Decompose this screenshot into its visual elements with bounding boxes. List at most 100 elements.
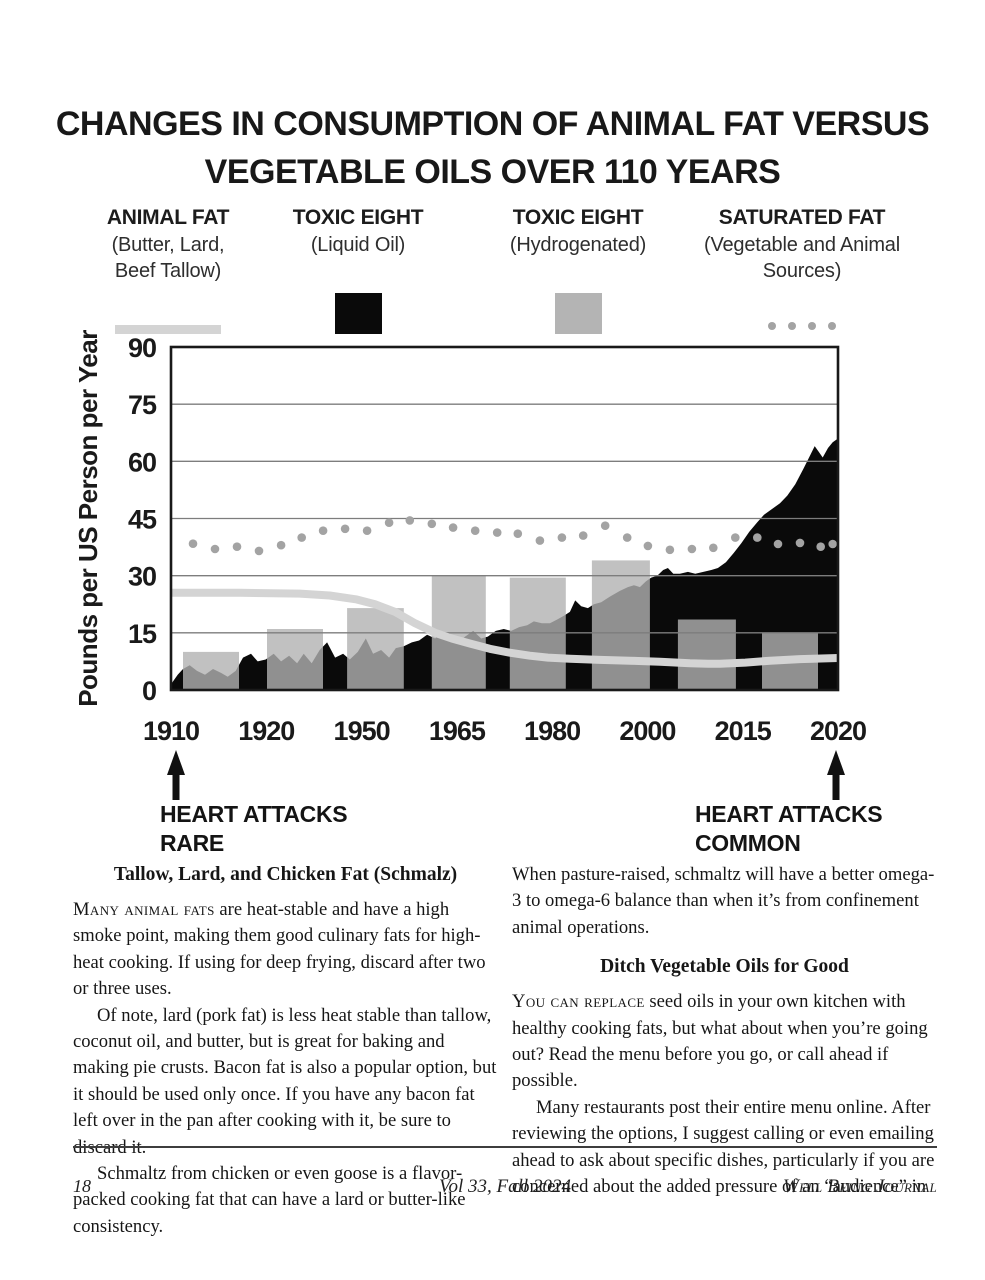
chart-title-line1: CHANGES IN CONSUMPTION OF ANIMAL FAT VER… — [55, 105, 930, 143]
saturated-fat-dot — [557, 533, 567, 542]
plot-frame — [169, 345, 840, 692]
up-arrow-icon — [167, 750, 185, 775]
legend-title: ANIMAL FAT — [106, 206, 230, 229]
legend-subtitle: (Hydrogenated) — [509, 234, 647, 256]
saturated-fat-dot — [276, 540, 286, 550]
dot-icon — [788, 322, 796, 330]
consumption-chart: 0 15 30 45 60 75 90 Pounds per US Person per Ye… — [73, 330, 867, 800]
saturated-fat-dot — [340, 524, 350, 534]
y-tick-label: 60 — [128, 447, 156, 477]
y-tick-label: 90 — [128, 333, 156, 363]
x-tick-label: 1980 — [524, 716, 580, 746]
saturated-fat-dot — [470, 526, 480, 535]
paragraph: Schmaltz from chicken or even goose is a… — [73, 1163, 466, 1237]
section-heading-ditch-oils: Ditch Vegetable Oils for Good — [600, 956, 849, 978]
saturated-dots-swatch — [768, 322, 836, 334]
footer-rule — [73, 1146, 937, 1148]
saturated-fat-dot — [384, 518, 394, 527]
saturated-fat-dot — [210, 544, 220, 554]
hydrogenated-bar — [591, 560, 650, 690]
legend-item-toxic-eight-hydrogenated: TOXIC EIGHT (Hydrogenated) — [466, 204, 690, 334]
saturated-fat-dot — [448, 523, 458, 532]
saturated-fat-dot — [643, 541, 653, 551]
section-heading-tallow-lard: Tallow, Lard, and Chicken Fat (Schmalz) — [113, 864, 458, 885]
footer-volume: Vol 33, Fall 2024 — [439, 1176, 571, 1197]
y-tick-label: 45 — [128, 505, 157, 535]
y-tick-label: 15 — [128, 619, 157, 649]
saturated-fat-dot — [828, 539, 837, 549]
saturated-fat-dot — [297, 533, 307, 542]
saturated-fat-dot — [600, 521, 610, 530]
saturated-fat-dot — [232, 542, 242, 551]
dot-icon — [768, 322, 776, 330]
footer-journal-name: Well Being Journal — [782, 1176, 937, 1197]
animal-fat-line-swatch — [115, 325, 221, 334]
legend-item-animal-fat: ANIMAL FAT (Butter, Lard, Beef Tallow) — [68, 204, 268, 334]
legend-item-toxic-eight-liquid: TOXIC EIGHT (Liquid Oil) — [258, 204, 458, 334]
legend-item-saturated-fat: SATURATED FAT (Vegetable and Animal Sour… — [680, 204, 924, 334]
saturated-fat-dot — [362, 526, 372, 535]
saturated-fat-dot — [405, 516, 415, 525]
legend-title: SATURATED FAT — [718, 206, 886, 229]
article-column-right: When pasture-raised, schmaltz will have … — [512, 862, 937, 1200]
saturated-fat-dot — [492, 528, 502, 537]
liquid-oil-square-swatch — [334, 293, 382, 334]
hydrogenated-bar — [509, 577, 566, 690]
chart-title: CHANGES IN CONSUMPTION OF ANIMAL FAT VER… — [0, 100, 985, 196]
saturated-fat-dot — [753, 533, 762, 542]
x-tick-label: 1950 — [334, 716, 390, 746]
hydrogenated-square-swatch — [554, 293, 602, 334]
hydrogenated-bar — [183, 651, 239, 690]
paragraph: Many animal fats are heat-stable and hav… — [73, 897, 498, 1003]
paragraph: Many restaurants post their entire menu … — [512, 1096, 935, 1198]
page-number: 18 — [73, 1176, 91, 1196]
saturated-fat-dot — [535, 536, 545, 545]
chart-title-line2: VEGETABLE OILS OVER 110 YEARS — [204, 153, 781, 191]
saturated-fat-dot — [731, 533, 740, 542]
legend-title: TOXIC EIGHT — [292, 206, 424, 229]
legend-subtitle: (Vegetable and Animal Sources) — [704, 234, 900, 282]
x-tick-label: 2020 — [810, 716, 866, 746]
animal-fat-line — [171, 588, 839, 668]
paragraph: When pasture-raised, schmaltz will have … — [512, 864, 935, 938]
lead-in-small-caps: Many animal fats — [73, 899, 215, 920]
chart-legend: ANIMAL FAT (Butter, Lard, Beef Tallow) T… — [0, 204, 985, 339]
annotation-heart-attacks-rare: HEART ATTACKS RARE — [160, 801, 348, 856]
saturated-fat-dot — [622, 533, 632, 542]
x-tick-label: 2015 — [715, 716, 772, 746]
y-tick-label: 30 — [128, 562, 156, 592]
annotation-heart-attacks-common: HEART ATTACKS COMMON — [695, 801, 883, 856]
dot-icon — [808, 322, 816, 330]
hydrogenated-bar — [677, 619, 736, 690]
lead-in-small-caps: You can replace — [512, 991, 645, 1013]
y-axis-label: Pounds per US Person per Year — [73, 330, 103, 707]
y-tick-label: 75 — [128, 390, 157, 420]
saturated-fat-dot — [254, 546, 264, 556]
article-column-left: Tallow, Lard, and Chicken Fat (Schmalz) … — [73, 862, 498, 1240]
paragraph-text: are heat-stable and have a high smoke po… — [73, 899, 486, 1000]
up-arrow-icon — [172, 770, 180, 800]
saturated-fat-dot — [427, 519, 437, 529]
x-tick-label: 2000 — [619, 716, 675, 746]
x-tick-label: 1920 — [238, 716, 294, 746]
saturated-fat-dot — [318, 526, 328, 535]
paragraph: You can replace seed oils in your own ki… — [512, 989, 937, 1095]
y-tick-label: 0 — [142, 676, 156, 706]
legend-title: TOXIC EIGHT — [512, 206, 644, 229]
saturated-fat-dot — [513, 529, 523, 538]
saturated-fat-dot — [816, 542, 825, 551]
x-tick-label: 1910 — [143, 716, 199, 746]
hydrogenated-bar — [267, 629, 323, 690]
saturated-fat-dot — [188, 539, 198, 548]
paragraph: Of note, lard (pork fat) is less heat st… — [73, 1004, 497, 1158]
legend-subtitle: (Liquid Oil) — [310, 234, 406, 256]
up-arrow-icon — [832, 770, 840, 800]
paragraph-text: seed oils in your own kitchen with healt… — [512, 991, 928, 1092]
dot-icon — [828, 322, 836, 330]
saturated-fat-dot — [687, 544, 697, 554]
saturated-fat-dot — [578, 531, 588, 540]
liquid-oil-area — [171, 438, 838, 690]
x-tick-label: 1965 — [429, 716, 486, 746]
saturated-fat-dot — [795, 538, 805, 548]
